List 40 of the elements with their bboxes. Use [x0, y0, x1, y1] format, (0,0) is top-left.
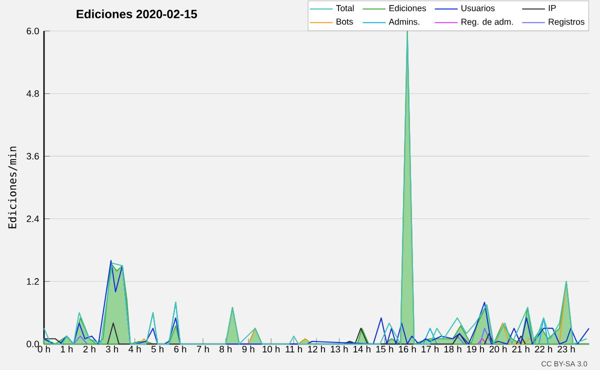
x-tick-label: 12 h [308, 346, 325, 352]
legend-label: Ediciones [389, 4, 426, 12]
x-tick-label: 20 h [490, 346, 507, 352]
chart-title: Ediciones 2020-02-15 [76, 9, 198, 18]
x-tick-label: 3 h [106, 346, 118, 352]
x-tick-label: 10 h [262, 346, 280, 352]
x-tick-label: 13 h [330, 346, 348, 352]
legend-label: Bots [336, 18, 353, 25]
x-tick-label: 19 h [467, 346, 484, 352]
x-tick-label: 22 h [534, 346, 552, 352]
x-tick-label: 1 h [60, 346, 73, 352]
legend-label: Reg. de adm. [462, 18, 513, 27]
legend-label: IP [548, 5, 556, 11]
x-tick-label: 18 h [444, 346, 462, 352]
x-tick-label: 11 h [286, 346, 302, 352]
x-tick-label: 23 h [558, 346, 575, 352]
x-tick-label: 7 h [196, 346, 209, 352]
x-tick-label: 16 h [398, 346, 416, 352]
legend-label: Total [336, 4, 354, 12]
x-tick-label: 21 h [512, 346, 530, 352]
x-tick-label: 8 h [220, 346, 232, 352]
y-tick-label: 3.6 [26, 152, 39, 160]
y-tick-label: 6.0 [26, 28, 39, 34]
x-tick-label: 15 h [376, 346, 394, 352]
legend-label: Usuarios [461, 4, 495, 12]
x-tick-label: 6 h [174, 346, 186, 352]
y-tick-label: 4.8 [26, 90, 39, 97]
x-tick-label: 17 h [422, 346, 439, 352]
y-tick-label: 0.0 [26, 340, 39, 348]
x-tick-label: 9 h [242, 346, 254, 352]
x-tick-label: 5 h [151, 346, 164, 352]
legend-label: Registros [548, 18, 584, 27]
legend-label: Admins. [388, 18, 420, 25]
x-tick-label: 0 h [38, 346, 50, 352]
y-axis-title: Ediciones/min [8, 146, 18, 228]
x-tick-label: 14 h [354, 346, 370, 352]
y-tick-label: 1.2 [27, 278, 39, 285]
x-tick-label: 4 h [128, 346, 141, 352]
x-tick-label: 2 h [83, 346, 96, 352]
y-tick-label: 2.4 [26, 216, 40, 222]
